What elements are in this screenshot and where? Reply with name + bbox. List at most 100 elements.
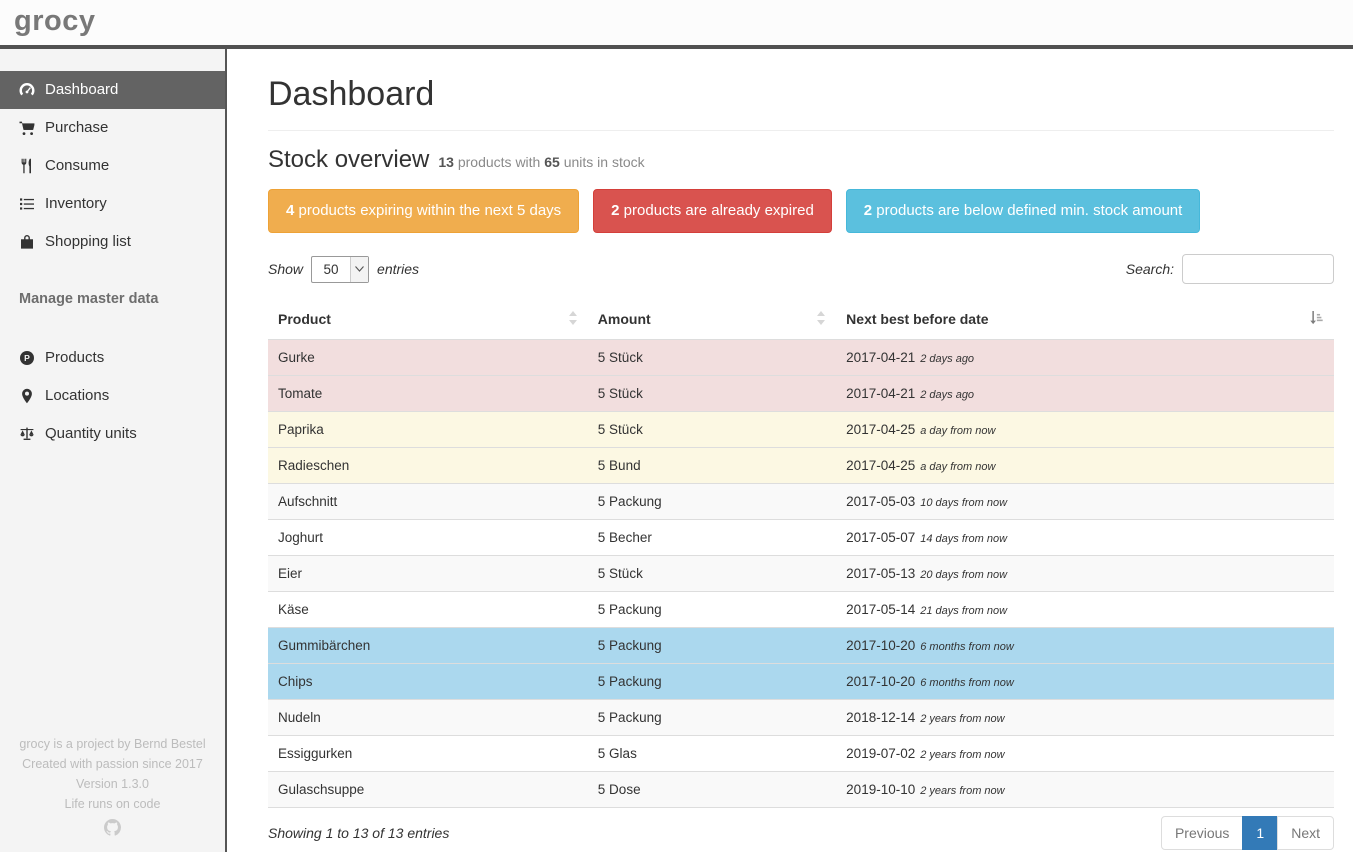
sidebar-item-quantity-units[interactable]: Quantity units [0,415,225,453]
sidebar-item-label: Purchase [45,119,109,136]
product-cell: Tomate [268,375,588,412]
best-before-cell: 2019-07-02 2 years from now [836,735,1334,772]
sidebar-section-title: Manage master data [19,291,159,307]
table-row: Chips 5 Packung 2017-10-20 6 months from … [268,663,1334,700]
best-before-relative: 10 days from now [920,497,1008,509]
table-row: Eier 5 Stück 2017-05-13 20 days from now [268,555,1334,592]
amount-cell: 5 Packung [587,699,837,736]
page-length-select[interactable]: 50 [311,255,370,283]
best-before-relative: a day from now [920,461,996,473]
sidebar-item-products[interactable]: P Products [0,339,225,377]
column-label: Next best before date [846,311,989,327]
sidebar-item-dashboard[interactable]: Dashboard [0,71,225,109]
product-cell: Eier [268,555,588,592]
product-hunt-icon: P [19,350,35,366]
best-before-relative: 2 years from now [920,785,1005,797]
best-before-cell: 2017-05-13 20 days from now [836,555,1334,592]
product-cell: Nudeln [268,699,588,736]
section-title: Stock overview [268,146,430,173]
expired-products-button[interactable]: 2 products are already expired [593,189,832,233]
best-before-cell: 2018-12-14 2 years from now [836,699,1334,736]
table-row: Käse 5 Packung 2017-05-14 21 days from no… [268,591,1334,628]
stock-summary: 13 products with 65 units in stock [438,154,644,170]
table-row: Paprika 5 Stück 2017-04-25 a day from now [268,411,1334,448]
next-page-button[interactable]: Next [1277,816,1334,850]
best-before-relative: 20 days from now [920,569,1008,581]
entries-label: entries [377,261,420,277]
table-row: Aufschnitt 5 Packung 2017-05-03 10 days f… [268,483,1334,520]
best-before-date: 2017-05-03 [846,494,916,509]
search-label: Search: [1125,261,1174,277]
table-header-row: Product Amount Next best before date [268,301,1334,340]
map-marker-icon [19,388,35,404]
column-label: Product [278,311,331,327]
footer-line: Version 1.3.0 [76,777,149,791]
previous-page-button[interactable]: Previous [1160,816,1244,850]
column-label: Amount [597,311,651,327]
product-cell: Käse [268,591,588,628]
amount-cell: 5 Packung [587,663,837,700]
search-input[interactable] [1182,254,1334,284]
page-length-value: 50 [323,261,339,277]
best-before-relative: 21 days from now [920,605,1008,617]
table-info: Showing 1 to 13 of 13 entries [268,825,450,841]
table-row: Gurke 5 Stück 2017-04-21 2 days ago [268,339,1334,376]
alert-count: 4 [286,202,295,219]
sidebar-footer: grocy is a project by Bernd Bestel Creat… [0,734,225,842]
table-row: Essiggurken 5 Glas 2019-07-02 2 years fro… [268,735,1334,772]
best-before-date: 2017-10-20 [846,674,916,689]
app-logo[interactable]: grocy [14,5,96,37]
chevron-down-icon [350,256,369,282]
svg-text:P: P [24,353,30,363]
best-before-date: 2017-05-13 [846,566,916,581]
sidebar-item-label: Shopping list [45,233,131,250]
sidebar-item-consume[interactable]: Consume [0,147,225,185]
footer-line: grocy is a project by Bernd Bestel [19,737,206,751]
sidebar-item-inventory[interactable]: Inventory [0,185,225,223]
sidebar-item-locations[interactable]: Locations [0,377,225,415]
footer-line: Life runs on code [64,797,161,811]
amount-cell: 5 Dose [587,771,837,808]
title-divider [268,130,1334,131]
cutlery-icon [19,158,35,174]
column-header-amount[interactable]: Amount [588,301,836,340]
sidebar-item-purchase[interactable]: Purchase [0,109,225,147]
best-before-date: 2017-04-25 [846,458,916,473]
expiring-products-button[interactable]: 4 products expiring within the next 5 da… [268,189,580,233]
below-min-stock-button[interactable]: 2 products are below defined min. stock … [845,189,1201,233]
best-before-cell: 2017-05-14 21 days from now [836,591,1334,628]
best-before-relative: 2 years from now [920,713,1005,725]
alert-text: products expiring within the next 5 days [294,202,562,219]
shopping-bag-icon [19,234,35,250]
amount-cell: 5 Stück [587,555,837,592]
best-before-cell: 2017-04-21 2 days ago [836,375,1334,412]
amount-cell: 5 Becher [587,519,837,556]
best-before-cell: 2019-10-10 2 years from now [836,771,1334,808]
footer-line: Created with passion since 2017 [22,757,203,771]
product-cell: Radieschen [268,447,588,484]
best-before-cell: 2017-04-25 a day from now [836,411,1334,448]
best-before-cell: 2017-04-21 2 days ago [836,339,1334,376]
github-icon[interactable] [0,819,225,842]
products-label: products with [453,154,545,170]
best-before-cell: 2017-05-03 10 days from now [836,483,1334,520]
product-cell: Chips [268,663,588,700]
table-row: Joghurt 5 Becher 2017-05-07 14 days from … [268,519,1334,556]
amount-cell: 5 Stück [587,411,837,448]
table-row: Tomate 5 Stück 2017-04-21 2 days ago [268,375,1334,412]
best-before-relative: 6 months from now [920,641,1014,653]
table-row: Nudeln 5 Packung 2018-12-14 2 years from … [268,699,1334,736]
best-before-relative: 2 days ago [920,389,975,401]
sidebar-nav: Dashboard Purchase Consume Inventory Sho… [0,49,225,261]
sidebar-item-label: Quantity units [45,425,137,442]
search-control: Search: [1126,254,1334,284]
page-1-button[interactable]: 1 [1242,816,1279,850]
best-before-cell: 2017-05-07 14 days from now [836,519,1334,556]
product-cell: Aufschnitt [268,483,588,520]
amount-cell: 5 Stück [587,375,837,412]
sidebar-item-label: Consume [45,157,110,174]
best-before-cell: 2017-10-20 6 months from now [836,627,1334,664]
column-header-product[interactable]: Product [268,301,588,340]
column-header-next-best-before-date[interactable]: Next best before date [836,301,1334,340]
sidebar-item-shopping-list[interactable]: Shopping list [0,223,225,261]
